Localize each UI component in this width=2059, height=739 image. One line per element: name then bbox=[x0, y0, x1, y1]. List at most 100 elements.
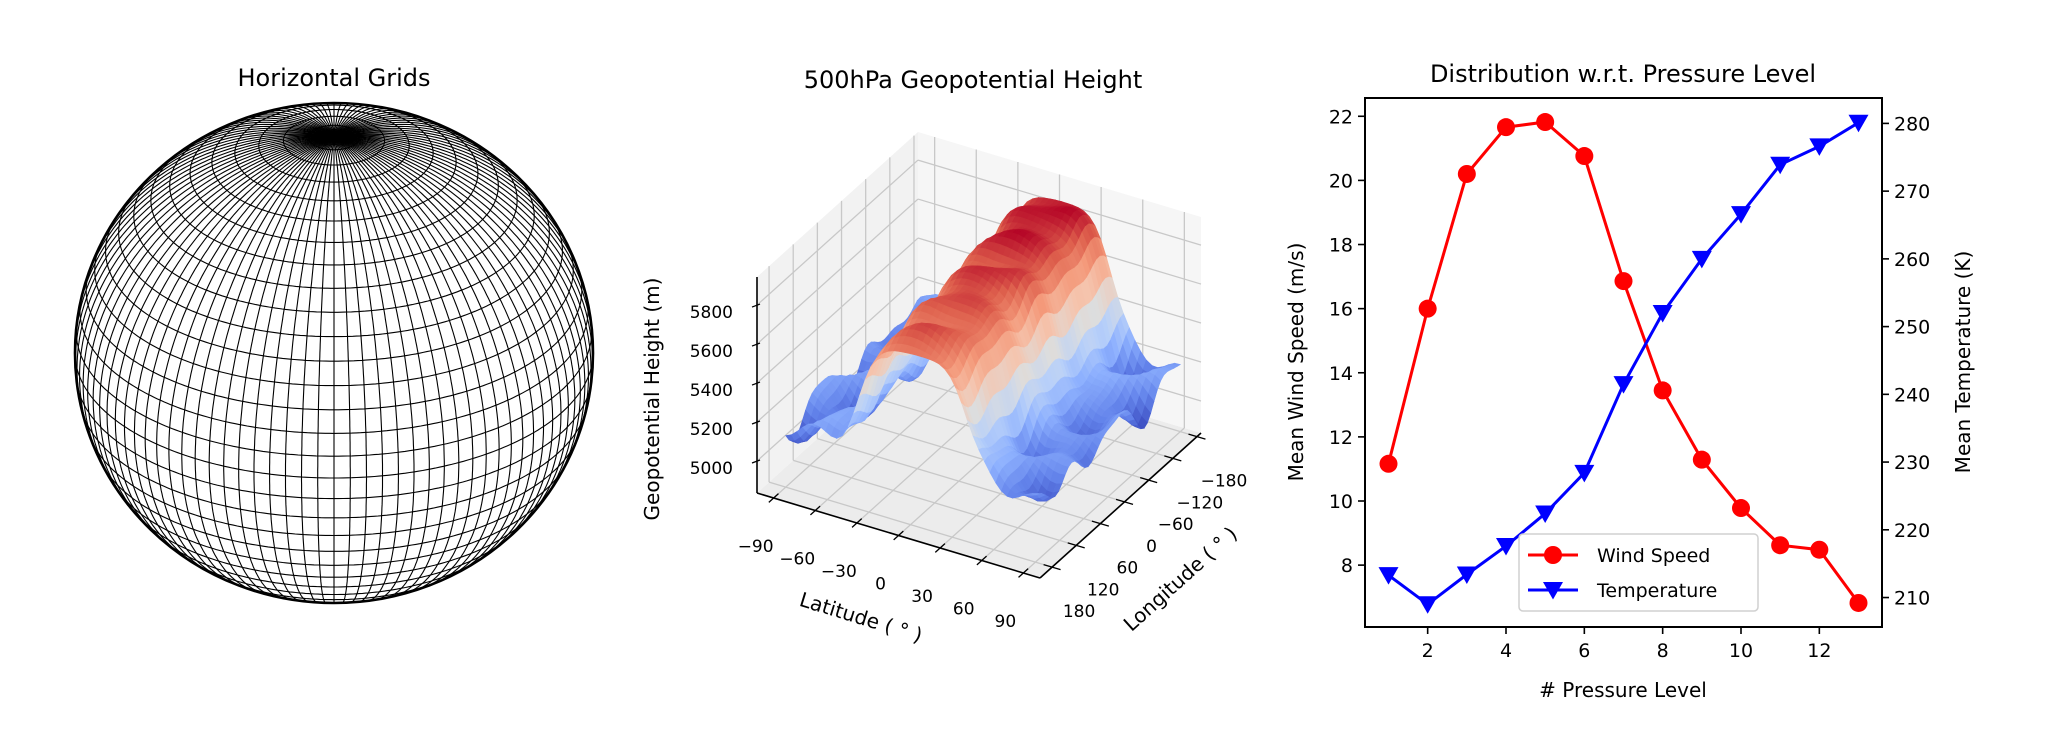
parallel-line bbox=[150, 148, 334, 289]
meridian-line bbox=[333, 134, 577, 265]
latitude-tick-label: 60 bbox=[953, 600, 975, 620]
x-tick-label: 8 bbox=[1657, 640, 1669, 662]
wall-grid-line bbox=[756, 276, 919, 423]
temperature-marker bbox=[1574, 464, 1595, 483]
left-y-tick-label: 10 bbox=[1329, 491, 1353, 513]
left-y-tick-label: 18 bbox=[1329, 235, 1353, 257]
latitude-tick-mark bbox=[809, 505, 821, 516]
parallel-line bbox=[116, 488, 334, 566]
wind-speed-marker bbox=[1536, 113, 1555, 132]
line-chart-panel: Distribution w.r.t. Pressure Level 2 4 6 8 1… bbox=[1284, 60, 1975, 702]
wind-speed-marker bbox=[1849, 593, 1868, 612]
parallel-line bbox=[334, 325, 593, 457]
temperature-marker bbox=[1613, 376, 1634, 394]
meridian-line bbox=[284, 106, 335, 137]
height-tick-label: 5000 bbox=[690, 459, 733, 479]
longitude-tick-label: 180 bbox=[1063, 602, 1095, 622]
temperature-marker bbox=[1652, 305, 1673, 323]
longitude-tick-label: −120 bbox=[1176, 493, 1223, 513]
surface-panel: 500hPa Geopotential Height −90−60−300306… bbox=[640, 66, 1247, 647]
floor-grid-line bbox=[768, 481, 1053, 568]
parallel-line bbox=[308, 124, 360, 151]
parallel-line bbox=[334, 269, 583, 411]
x-tick-label: 10 bbox=[1729, 640, 1753, 662]
parallel-line bbox=[101, 463, 334, 552]
parallel-line bbox=[94, 243, 334, 387]
meridian-line bbox=[333, 135, 569, 524]
height-tick-mark bbox=[751, 342, 761, 347]
temperature-marker bbox=[1770, 156, 1791, 175]
latitude-tick-label: −30 bbox=[821, 562, 857, 582]
legend-label-temperature: Temperature bbox=[1596, 580, 1717, 602]
meridian-line bbox=[269, 136, 335, 602]
parallel-line bbox=[334, 410, 587, 519]
wall-grid-line bbox=[756, 159, 919, 306]
meridian-line bbox=[144, 135, 335, 573]
meridian-line bbox=[333, 136, 399, 602]
meridian-line bbox=[333, 135, 594, 384]
meridian-line bbox=[99, 135, 335, 524]
x-tick-label: 6 bbox=[1578, 640, 1590, 662]
meridian-line bbox=[333, 136, 430, 599]
legend-marker-wind-speed bbox=[1544, 546, 1562, 564]
longitude-tick-mark bbox=[1164, 455, 1182, 462]
globe-panel: Horizontal Grids bbox=[73, 64, 595, 605]
longitude-tick-label: 60 bbox=[1117, 559, 1139, 579]
meridian-line bbox=[300, 136, 335, 604]
globe-title: Horizontal Grids bbox=[237, 64, 430, 92]
right-y-tick-label: 210 bbox=[1894, 588, 1930, 610]
meridian-line bbox=[83, 135, 335, 290]
meridian-line bbox=[333, 135, 586, 467]
left-y-tick-label: 12 bbox=[1329, 427, 1353, 449]
floor-grid-line bbox=[793, 459, 1077, 546]
parallel-line bbox=[74, 355, 334, 479]
parallel-line bbox=[118, 193, 334, 338]
parallel-line bbox=[85, 269, 334, 411]
meridian-line bbox=[284, 136, 335, 603]
legend: Wind Speed Temperature bbox=[1518, 533, 1759, 612]
meridian-line bbox=[333, 131, 537, 197]
x-tick-label: 12 bbox=[1807, 640, 1831, 662]
plot-frame bbox=[1364, 97, 1883, 628]
longitude-tick-label: −60 bbox=[1158, 515, 1194, 535]
meridian-line bbox=[238, 136, 335, 599]
parallel-line bbox=[81, 410, 334, 519]
globe-wireframe bbox=[73, 101, 595, 605]
meridian-line bbox=[131, 131, 335, 197]
temperature-marker bbox=[1496, 538, 1516, 556]
meridian-line bbox=[92, 135, 335, 508]
height-tick-mark bbox=[751, 381, 761, 386]
surface-axes: −90−60−300306090−180−120−600601201805000… bbox=[690, 277, 1247, 632]
wind-speed-marker bbox=[1497, 118, 1515, 137]
left-wall-pane bbox=[757, 132, 918, 493]
latitude-tick-label: 90 bbox=[995, 612, 1017, 632]
parallel-line bbox=[333, 438, 578, 537]
meridian-line bbox=[333, 135, 576, 508]
left-y-tick-label: 14 bbox=[1329, 363, 1353, 385]
meridian-line bbox=[79, 135, 335, 439]
temperature-marker bbox=[1809, 138, 1830, 156]
legend-marker-temperature bbox=[1543, 582, 1563, 600]
height-tick-mark bbox=[751, 420, 761, 425]
parallel-line bbox=[334, 243, 574, 387]
left-y-tick-label: 8 bbox=[1341, 555, 1353, 577]
meridian-line bbox=[333, 106, 384, 137]
parallel-line bbox=[334, 382, 592, 500]
latitude-tick-label: −90 bbox=[738, 537, 774, 557]
line-chart-title: Distribution w.r.t. Pressure Level bbox=[1430, 60, 1816, 88]
meridian-line bbox=[333, 136, 384, 603]
parallel-line bbox=[158, 536, 334, 588]
globe-outline bbox=[73, 101, 595, 605]
meridian-line bbox=[333, 136, 474, 592]
wall-grid-line bbox=[756, 198, 919, 345]
longitude-axis-line bbox=[1039, 432, 1202, 579]
parallel-line bbox=[334, 169, 535, 313]
height-tick-label: 5600 bbox=[690, 342, 733, 362]
meridian-line bbox=[74, 135, 335, 384]
wind-speed-marker bbox=[1457, 164, 1476, 183]
right-y-tick-label: 270 bbox=[1894, 181, 1930, 203]
parallel-line bbox=[334, 463, 567, 552]
left-y-axis-label: Mean Wind Speed (m/s) bbox=[1284, 243, 1308, 482]
meridian-line bbox=[333, 135, 592, 319]
left-y-tick-label: 20 bbox=[1329, 170, 1353, 192]
